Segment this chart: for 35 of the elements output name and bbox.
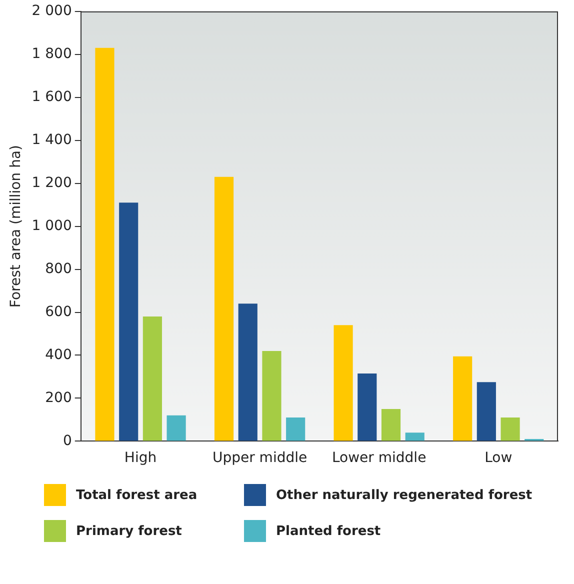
y-tick-label: 2 000	[32, 3, 72, 20]
y-tick-label: 1 200	[32, 174, 72, 191]
y-tick-label: 1 000	[32, 218, 72, 234]
bar	[95, 48, 114, 441]
y-tick-label: 400	[45, 346, 72, 363]
x-tick-label: High	[124, 450, 157, 466]
bar	[358, 374, 377, 441]
y-tick-label: 800	[45, 260, 72, 277]
y-axis-title: Forest area (million ha)	[8, 145, 24, 308]
y-tick-label: 1 800	[32, 46, 72, 62]
bar	[166, 415, 186, 441]
legend-label: Other naturally regenerated forest	[275, 486, 534, 504]
legend-label: Total forest area	[75, 486, 198, 504]
x-tick-label: Lower middle	[332, 450, 426, 466]
bar	[142, 316, 162, 441]
y-tick-label: 1 600	[32, 89, 72, 105]
x-tick-label: Upper middle	[212, 450, 308, 466]
bar	[238, 304, 258, 441]
bar	[214, 176, 234, 441]
legend-label: Primary forest	[75, 522, 183, 540]
bar	[476, 382, 496, 441]
bar	[453, 356, 472, 441]
bar	[334, 325, 353, 441]
bar	[286, 418, 306, 441]
bar	[500, 418, 520, 441]
bar	[381, 408, 401, 441]
y-tick-label: 0	[62, 432, 72, 449]
y-tick-label: 200	[45, 390, 72, 406]
bar	[405, 432, 424, 441]
x-tick-label: Low	[484, 450, 512, 466]
y-tick-label: 1 400	[32, 132, 72, 148]
bar	[262, 350, 282, 441]
bar	[119, 202, 138, 441]
y-tick-label: 600	[45, 304, 72, 320]
legend-label: Planted forest	[275, 522, 382, 540]
